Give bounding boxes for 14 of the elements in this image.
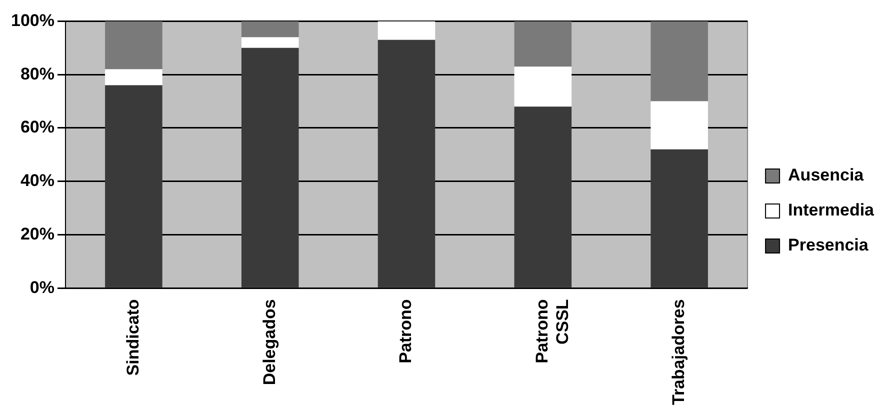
y-tick-label: 40% <box>20 171 54 190</box>
legend-label: Presencia <box>788 236 869 255</box>
x-tick-label: Patrono <box>396 299 416 364</box>
x-tick-label: Trabajadores <box>669 299 688 405</box>
y-tick-label: 20% <box>20 224 54 244</box>
y-tick-label: 60% <box>20 118 54 137</box>
x-tick-label: Sindicato <box>123 299 142 376</box>
x-tick-label: Delegados <box>260 299 279 386</box>
y-tick-label: 0% <box>30 278 54 297</box>
legend-label: Ausencia <box>788 166 864 185</box>
x-tick-label: Patrono CSSL <box>532 299 572 364</box>
legend-label: Intermedia <box>788 200 875 220</box>
y-tick-label: 80% <box>20 64 54 84</box>
y-tick-label: 100% <box>10 10 54 30</box>
